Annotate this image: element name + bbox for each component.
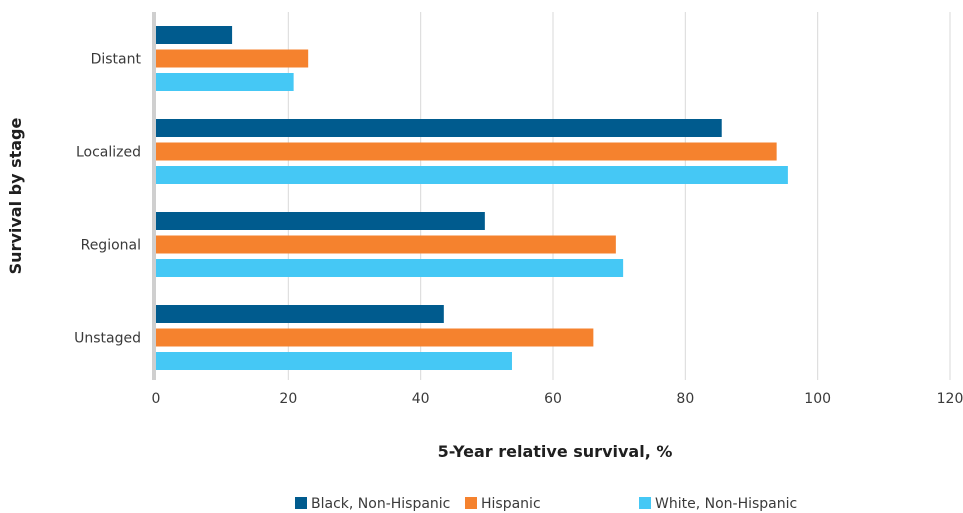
category-label-localized: Localized — [76, 145, 141, 161]
legend-swatch-hispanic — [465, 497, 477, 509]
bar-localized-black-non-hispanic — [156, 119, 722, 137]
legend-swatch-black-non-hispanic — [295, 497, 307, 509]
bar-unstaged-black-non-hispanic — [156, 305, 444, 323]
grid-lines — [288, 12, 950, 380]
category-label-unstaged: Unstaged — [74, 331, 141, 347]
bar-distant-black-non-hispanic — [156, 26, 232, 44]
x-tick-labels: 0 20 40 60 80 100 120 — [152, 391, 963, 407]
bar-distant-white-non-hispanic — [156, 73, 294, 91]
bar-unstaged-white-non-hispanic — [156, 352, 512, 370]
x-tick-label: 120 — [937, 391, 963, 407]
bar-localized-white-non-hispanic — [156, 166, 788, 184]
bar-localized-hispanic — [156, 143, 777, 161]
x-tick-label: 80 — [676, 391, 694, 407]
x-axis-title: 5-Year relative survival, % — [438, 442, 673, 461]
legend-label-black-non-hispanic: Black, Non-Hispanic — [311, 496, 450, 512]
x-tick-label: 60 — [544, 391, 562, 407]
bar-unstaged-hispanic — [156, 329, 593, 347]
bar-regional-hispanic — [156, 236, 616, 254]
legend-label-white-non-hispanic: White, Non-Hispanic — [655, 496, 797, 512]
x-tick-label: 40 — [412, 391, 430, 407]
bars — [156, 26, 788, 370]
category-label-distant: Distant — [91, 52, 142, 68]
legend: Black, Non-Hispanic Hispanic White, Non-Hi… — [295, 496, 797, 512]
x-tick-label: 20 — [279, 391, 297, 407]
x-tick-label: 100 — [804, 391, 831, 407]
x-tick-label: 0 — [152, 391, 161, 407]
legend-label-hispanic: Hispanic — [481, 496, 541, 512]
bar-regional-white-non-hispanic — [156, 259, 623, 277]
legend-swatch-white-non-hispanic — [639, 497, 651, 509]
bar-distant-hispanic — [156, 50, 308, 68]
y-axis-line — [152, 12, 156, 380]
y-axis-title: Survival by stage — [6, 117, 25, 274]
category-labels: Distant Localized Regional Unstaged — [74, 52, 141, 347]
bar-regional-black-non-hispanic — [156, 212, 485, 230]
category-label-regional: Regional — [81, 238, 141, 254]
